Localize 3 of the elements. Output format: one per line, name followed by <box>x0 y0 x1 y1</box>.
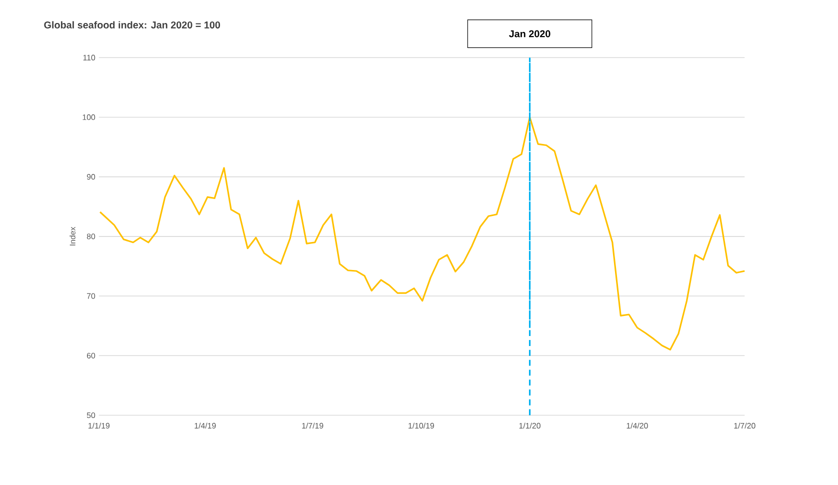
ref-line-label: Jan 2020 <box>509 30 550 38</box>
chart-title: Global seafood index: Jan 2020 = 100 <box>44 21 220 29</box>
line-series <box>99 116 746 351</box>
